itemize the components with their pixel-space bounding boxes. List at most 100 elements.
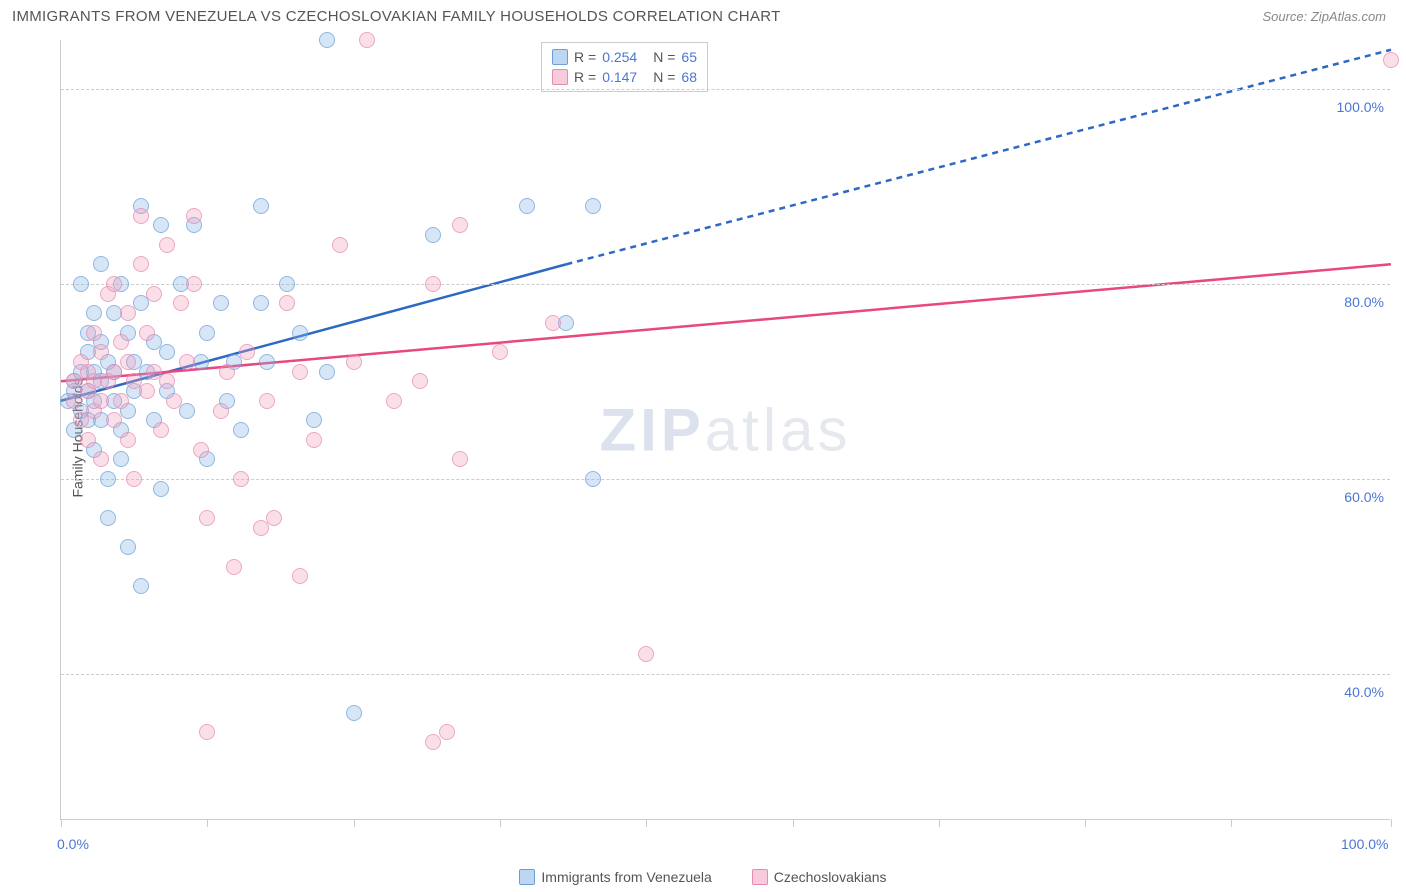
data-point: [139, 383, 155, 399]
correlation-legend: R = 0.254 N = 65 R = 0.147 N = 68: [541, 42, 708, 92]
legend-label-blue: Immigrants from Venezuela: [541, 869, 711, 885]
x-tick: [354, 819, 355, 827]
data-point: [173, 295, 189, 311]
x-tick: [1231, 819, 1232, 827]
data-point: [492, 344, 508, 360]
n-label: N =: [653, 49, 675, 65]
data-point: [239, 344, 255, 360]
data-point: [1383, 52, 1399, 68]
data-point: [113, 393, 129, 409]
data-point: [213, 403, 229, 419]
x-tick: [61, 819, 62, 827]
x-tick: [646, 819, 647, 827]
x-tick: [1085, 819, 1086, 827]
data-point: [80, 432, 96, 448]
x-tick: [793, 819, 794, 827]
data-point: [545, 315, 561, 331]
data-point: [186, 208, 202, 224]
data-point: [259, 393, 275, 409]
data-point: [120, 432, 136, 448]
data-point: [133, 256, 149, 272]
data-point: [199, 325, 215, 341]
data-point: [199, 510, 215, 526]
data-point: [412, 373, 428, 389]
data-point: [519, 198, 535, 214]
n-value-pink: 68: [681, 69, 697, 85]
legend-item-blue: Immigrants from Venezuela: [519, 869, 711, 885]
data-point: [425, 276, 441, 292]
swatch-blue: [519, 869, 535, 885]
data-point: [106, 412, 122, 428]
y-tick-label: 40.0%: [1344, 684, 1384, 700]
data-point: [452, 451, 468, 467]
legend-row-pink: R = 0.147 N = 68: [552, 67, 697, 87]
data-point: [153, 422, 169, 438]
series-legend: Immigrants from Venezuela Czechoslovakia…: [0, 869, 1406, 888]
data-point: [146, 286, 162, 302]
data-point: [120, 305, 136, 321]
data-point: [319, 32, 335, 48]
swatch-blue: [552, 49, 568, 65]
y-tick-label: 80.0%: [1344, 294, 1384, 310]
n-value-blue: 65: [681, 49, 697, 65]
data-point: [93, 393, 109, 409]
data-point: [120, 539, 136, 555]
swatch-pink: [752, 869, 768, 885]
data-point: [292, 364, 308, 380]
data-point: [113, 451, 129, 467]
data-point: [292, 325, 308, 341]
data-point: [199, 724, 215, 740]
data-point: [113, 334, 129, 350]
trend-lines: [61, 40, 1391, 820]
legend-item-pink: Czechoslovakians: [752, 869, 887, 885]
gridline: [61, 284, 1390, 285]
data-point: [179, 354, 195, 370]
data-point: [346, 705, 362, 721]
x-tick: [207, 819, 208, 827]
gridline: [61, 89, 1390, 90]
data-point: [425, 227, 441, 243]
data-point: [439, 724, 455, 740]
x-tick: [939, 819, 940, 827]
data-point: [233, 471, 249, 487]
data-point: [86, 305, 102, 321]
data-point: [153, 481, 169, 497]
data-point: [233, 422, 249, 438]
gridline: [61, 479, 1390, 480]
data-point: [120, 354, 136, 370]
data-point: [279, 295, 295, 311]
data-point: [386, 393, 402, 409]
data-point: [253, 295, 269, 311]
data-point: [159, 237, 175, 253]
r-value-blue: 0.254: [602, 49, 637, 65]
x-tick-label: 0.0%: [57, 836, 89, 852]
data-point: [253, 198, 269, 214]
y-tick-label: 100.0%: [1337, 99, 1384, 115]
r-label: R =: [574, 69, 596, 85]
swatch-pink: [552, 69, 568, 85]
data-point: [306, 412, 322, 428]
data-point: [259, 354, 275, 370]
data-point: [219, 364, 235, 380]
scatter-chart: ZIPatlas R = 0.254 N = 65 R = 0.147 N = …: [60, 40, 1390, 820]
data-point: [126, 471, 142, 487]
data-point: [346, 354, 362, 370]
data-point: [159, 373, 175, 389]
data-point: [279, 276, 295, 292]
data-point: [139, 325, 155, 341]
data-point: [186, 276, 202, 292]
watermark: ZIPatlas: [599, 395, 851, 464]
y-tick-label: 60.0%: [1344, 489, 1384, 505]
legend-label-pink: Czechoslovakians: [774, 869, 887, 885]
x-tick: [1391, 819, 1392, 827]
data-point: [319, 364, 335, 380]
data-point: [159, 344, 175, 360]
data-point: [153, 217, 169, 233]
data-point: [266, 510, 282, 526]
n-label: N =: [653, 69, 675, 85]
data-point: [638, 646, 654, 662]
chart-title: IMMIGRANTS FROM VENEZUELA VS CZECHOSLOVA…: [12, 8, 781, 25]
r-label: R =: [574, 49, 596, 65]
x-tick: [500, 819, 501, 827]
data-point: [100, 510, 116, 526]
